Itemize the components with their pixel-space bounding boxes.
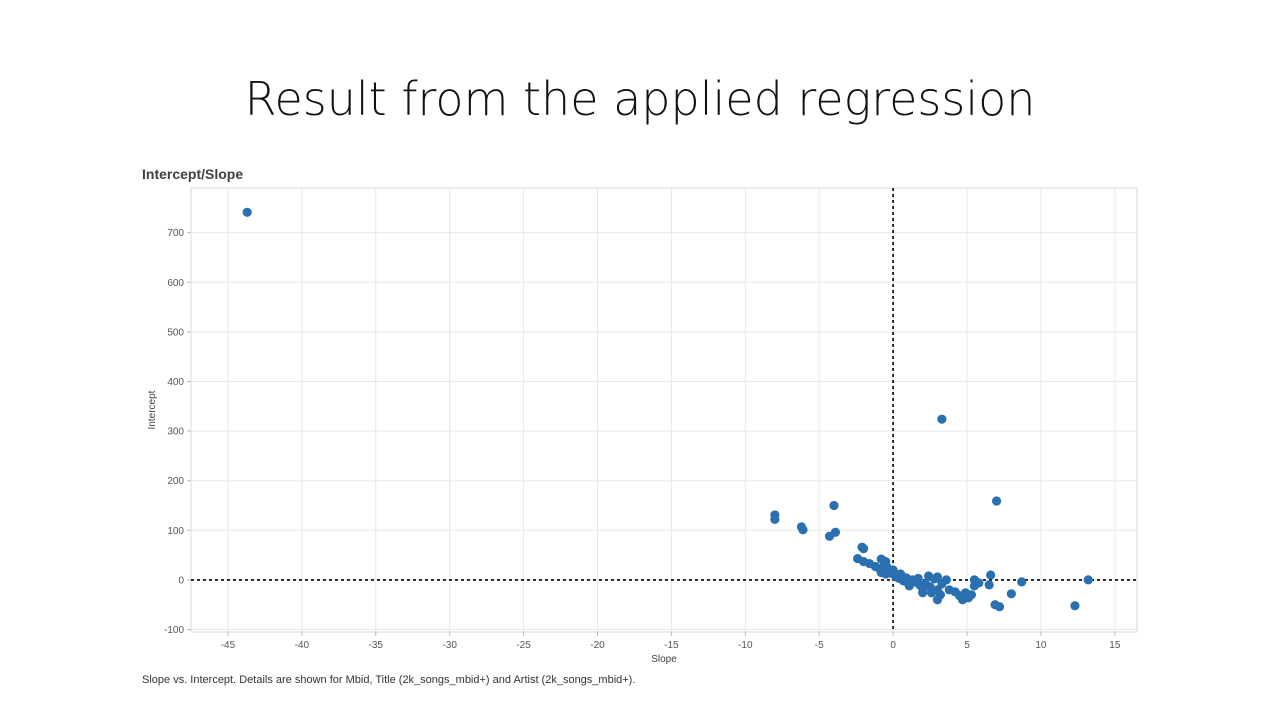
data-point[interactable]	[858, 544, 869, 554]
data-point[interactable]	[829, 500, 839, 511]
x-tick-label: -45	[221, 640, 236, 651]
x-tick-label: -10	[738, 640, 753, 651]
x-axis-title: Slope	[651, 654, 677, 665]
data-point[interactable]	[242, 207, 252, 217]
y-tick-label: 200	[167, 476, 184, 487]
data-point[interactable]	[966, 590, 977, 600]
x-tick-label: -25	[516, 640, 531, 651]
data-point[interactable]	[986, 570, 996, 580]
data-point[interactable]	[770, 514, 780, 524]
data-point[interactable]	[984, 580, 994, 590]
data-point[interactable]	[937, 414, 947, 424]
x-axis-ticks: -45 -40 -35 -30 -25 -20 -15 -10 -5 0 5 10 15	[221, 632, 1121, 651]
y-tick-label: -100	[164, 625, 184, 636]
x-tick-label: 10	[1035, 640, 1047, 651]
x-tick-label: 0	[890, 640, 896, 651]
data-point[interactable]	[991, 496, 1002, 506]
y-axis-title: Intercept	[147, 390, 158, 429]
reference-lines	[191, 188, 1137, 632]
x-tick-label: 15	[1109, 640, 1121, 651]
data-point[interactable]	[1083, 575, 1093, 585]
chart-title: Intercept/Slope	[142, 166, 244, 182]
y-tick-label: 700	[167, 228, 184, 239]
data-point[interactable]	[824, 531, 835, 541]
y-tick-label: 300	[167, 427, 184, 438]
y-tick-label: 600	[167, 278, 184, 289]
y-tick-label: 500	[167, 327, 184, 338]
data-point[interactable]	[974, 578, 984, 588]
x-tick-label: -15	[664, 640, 679, 651]
data-point[interactable]	[1017, 577, 1027, 587]
slide-title: Result from the applied regression	[244, 72, 1036, 126]
data-point[interactable]	[1070, 601, 1080, 611]
x-tick-label: 5	[964, 640, 970, 651]
data-point[interactable]	[932, 595, 943, 605]
x-tick-label: -40	[295, 640, 310, 651]
data-points	[242, 207, 1093, 612]
data-point[interactable]	[994, 602, 1005, 612]
data-point[interactable]	[932, 572, 943, 582]
x-tick-label: -30	[442, 640, 457, 651]
data-point[interactable]	[1006, 589, 1016, 599]
grid-lines	[191, 188, 1137, 632]
data-point[interactable]	[918, 588, 928, 598]
data-point[interactable]	[941, 575, 951, 585]
chart-caption: Slope vs. Intercept. Details are shown f…	[142, 674, 636, 686]
y-tick-label: 400	[167, 377, 184, 388]
x-tick-label: -5	[815, 640, 824, 651]
data-point[interactable]	[798, 525, 808, 535]
y-tick-label: 0	[178, 575, 184, 586]
x-tick-label: -35	[369, 640, 384, 651]
x-tick-label: -20	[590, 640, 605, 651]
plot-area-border	[190, 187, 1138, 633]
y-tick-label: 100	[167, 526, 184, 537]
y-axis-ticks: -100 0 100 200 300 400 500 600 700	[164, 228, 191, 636]
